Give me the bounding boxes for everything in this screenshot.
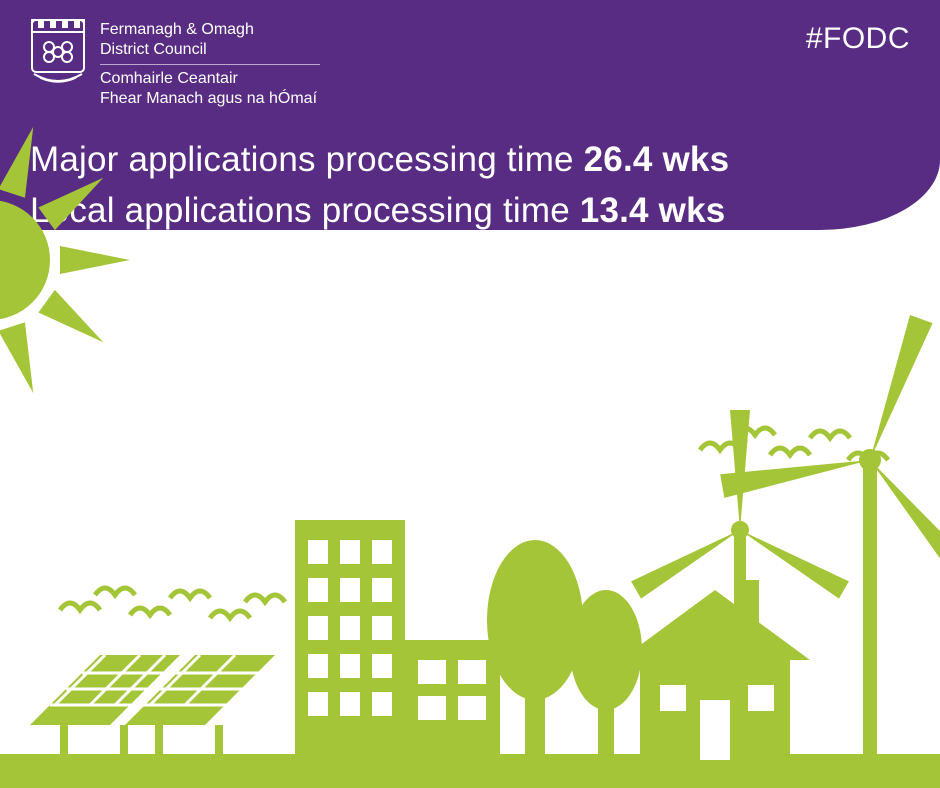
council-logo-block: Fermanagh & Omagh District Council Comha… [30, 18, 320, 109]
birds-left-icon [60, 588, 285, 618]
stats-block: Major applications processing time 26.4 … [30, 135, 910, 237]
council-name-ga-line1: Comhairle Ceantair [100, 69, 320, 89]
house-icon [620, 580, 810, 760]
council-name-ga-line2: Fhear Manach agus na hÓmaí [100, 89, 320, 109]
birds-right-icon [700, 428, 888, 460]
stat-local-value: 13.4 wks [580, 191, 726, 230]
low-building-icon [405, 640, 500, 760]
council-name-en-line1: Fermanagh & Omagh [100, 20, 320, 40]
hashtag-label: #FODC [806, 18, 910, 56]
header-row: Fermanagh & Omagh District Council Comha… [30, 18, 910, 109]
council-name: Fermanagh & Omagh District Council Comha… [100, 18, 320, 109]
wind-turbines-icon [631, 273, 940, 760]
stat-major-value: 26.4 wks [584, 140, 730, 179]
council-name-en-line2: District Council [100, 40, 320, 60]
stat-major-label: Major applications processing time [30, 140, 584, 179]
stat-local-label: Local applications processing time [30, 191, 580, 230]
tower-block-icon [295, 520, 405, 760]
trees-icon [487, 540, 642, 760]
header-banner: Fermanagh & Omagh District Council Comha… [0, 0, 940, 230]
solar-panels-icon [20, 655, 287, 759]
stat-major: Major applications processing time 26.4 … [30, 135, 910, 186]
council-crest-icon [30, 18, 86, 88]
name-separator [100, 64, 320, 65]
stat-local: Local applications processing time 13.4 … [30, 186, 910, 237]
